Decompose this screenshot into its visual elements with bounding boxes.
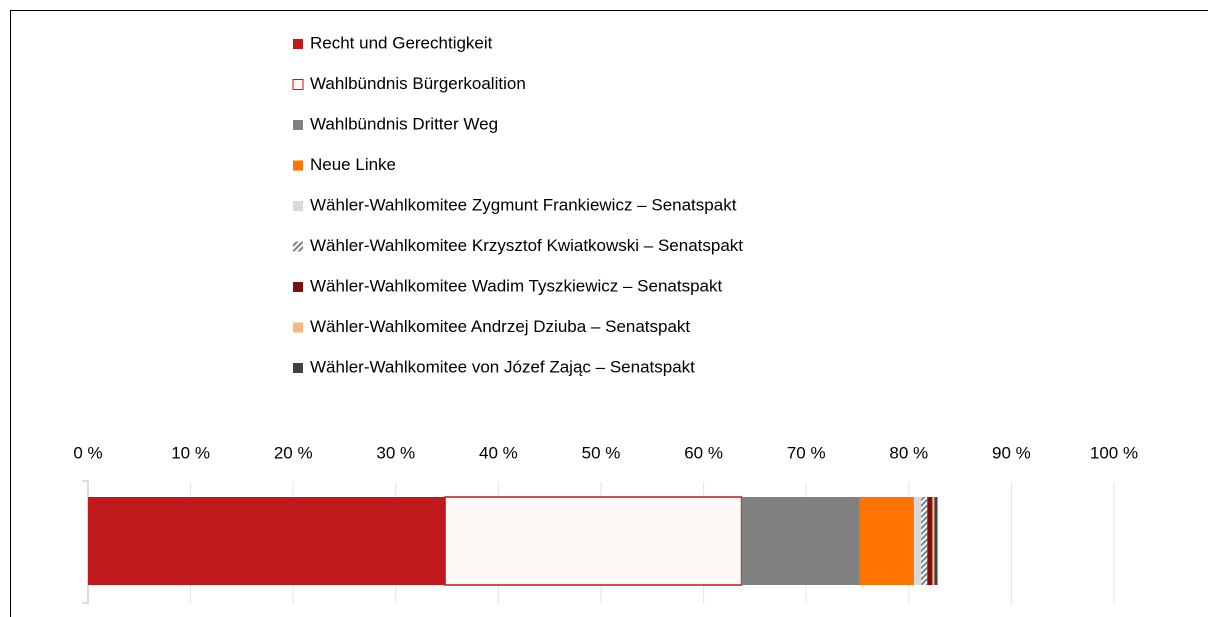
bar-segment [913, 497, 922, 585]
legend-swatch [293, 201, 303, 211]
bar-segment [927, 497, 933, 585]
bar-segment [932, 497, 935, 585]
bar-segment [444, 496, 743, 586]
x-tick-label: 0 % [73, 443, 102, 462]
legend-swatch [293, 363, 303, 373]
bar-segment [741, 497, 860, 585]
x-tick-label: 40 % [479, 443, 518, 462]
legend-swatch [293, 120, 303, 130]
legend-swatch [293, 39, 303, 49]
axis-bracket [82, 480, 89, 604]
legend-swatch [293, 322, 303, 333]
legend-label: Recht und Gerechtigkeit [310, 33, 493, 52]
x-tick-label: 90 % [992, 443, 1031, 462]
bar-segment [934, 497, 938, 585]
legend-label: Wahlbündnis Bürgerkoalition [310, 74, 526, 93]
legend-label: Neue Linke [310, 155, 396, 174]
legend-swatch [293, 282, 303, 292]
legend-label: Wähler-Wahlkomitee von Józef Zając – Sen… [310, 357, 695, 376]
legend-label: Wähler-Wahlkomitee Krzysztof Kwiatkowski… [310, 236, 743, 255]
x-tick-label: 60 % [684, 443, 723, 462]
x-tick-label: 70 % [787, 443, 826, 462]
legend-swatch [293, 160, 303, 171]
x-tick-label: 30 % [376, 443, 415, 462]
legend-label: Wahlbündnis Dritter Weg [310, 114, 498, 133]
legend-label: Wähler-Wahlkomitee Zygmunt Frankiewicz –… [310, 195, 737, 214]
legend-swatch [292, 79, 304, 90]
x-tick-label: 80 % [889, 443, 928, 462]
bar-segment [88, 497, 446, 585]
x-tick-label: 10 % [171, 443, 210, 462]
x-tick-label: 20 % [274, 443, 313, 462]
bar-segment [921, 497, 928, 585]
bar-segment [859, 497, 914, 585]
legend-label: Wähler-Wahlkomitee Wadim Tyszkiewicz – S… [310, 276, 723, 295]
x-tick-label: 100 % [1090, 443, 1138, 462]
legend-swatch [293, 241, 303, 252]
x-tick-label: 50 % [582, 443, 621, 462]
legend-label: Wähler-Wahlkomitee Andrzej Dziuba – Sena… [310, 317, 690, 336]
